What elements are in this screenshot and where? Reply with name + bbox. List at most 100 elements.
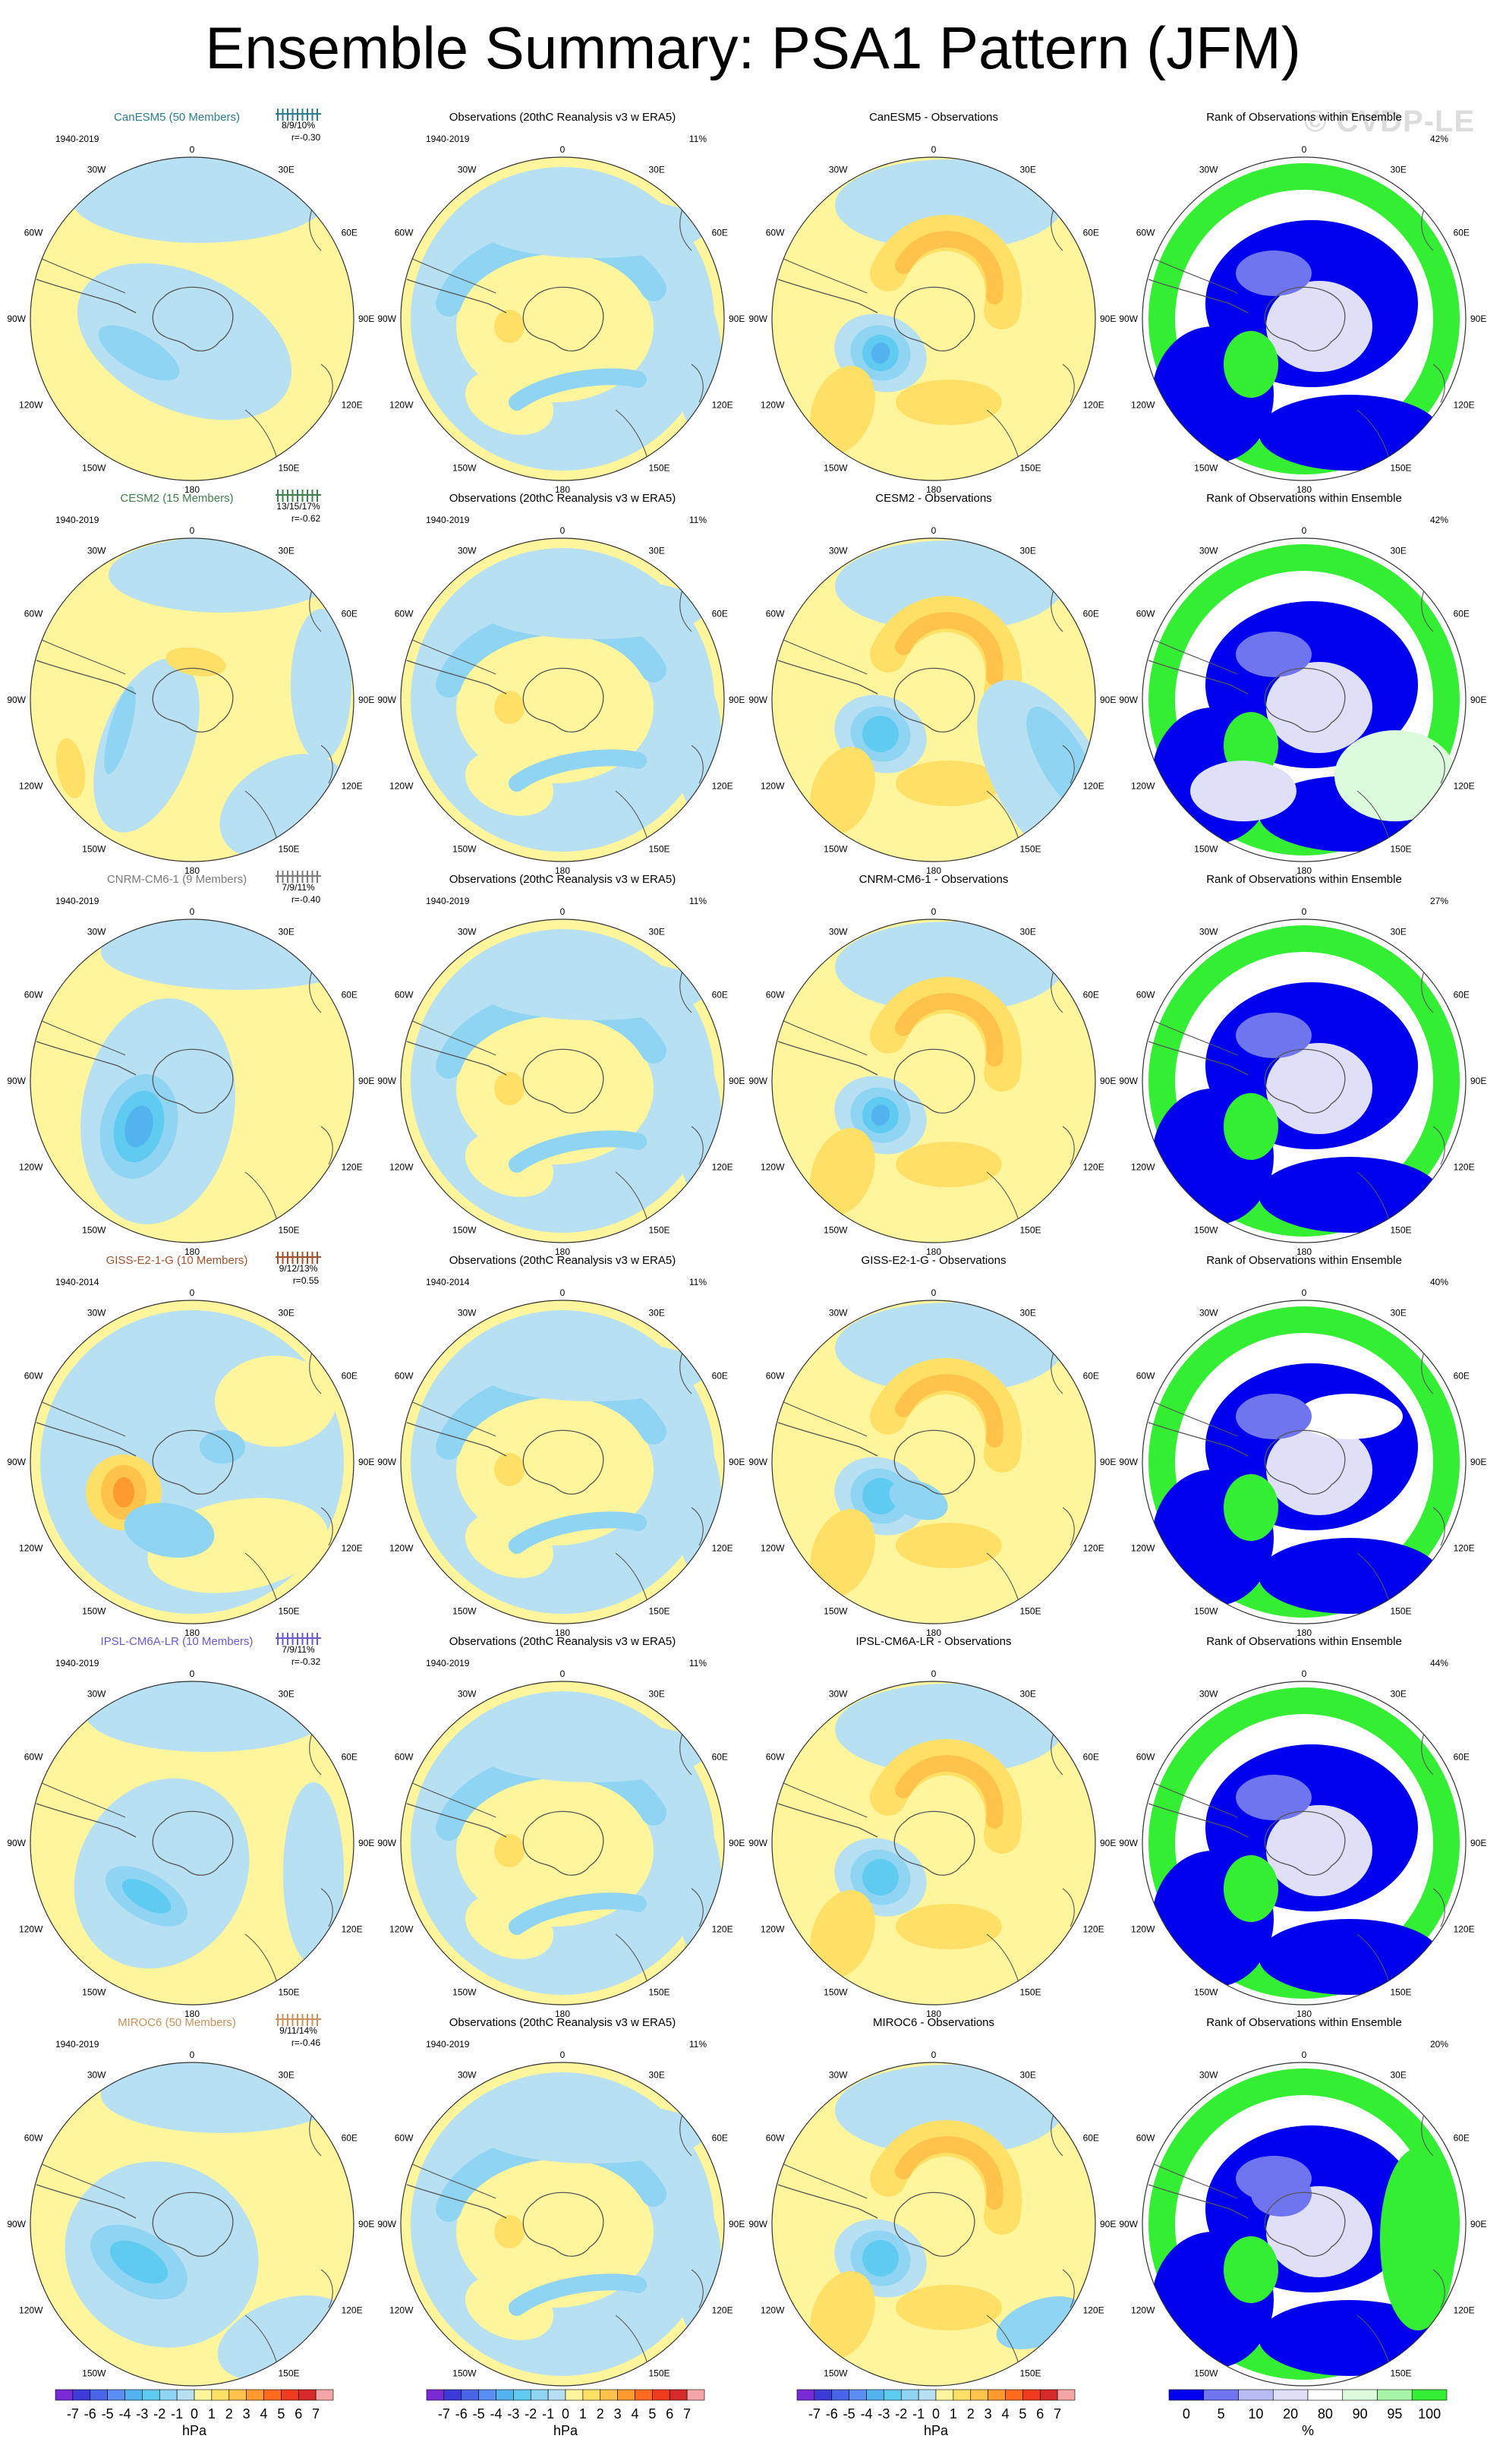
longitude-label: 120W: [761, 1543, 785, 1554]
longitude-label: 120W: [1131, 1162, 1155, 1173]
colorbar-swatch: [1377, 2389, 1413, 2401]
contour-region: [104, 685, 136, 775]
map-field: [30, 1681, 354, 2005]
contour-region: [456, 1013, 654, 1164]
longitude-label: 180: [926, 865, 941, 876]
longitude-label: 120W: [761, 781, 785, 792]
rank-colorbar: 0 5 10 20 80 90 95 100%: [1168, 2389, 1448, 2438]
longitude-label: 120W: [761, 400, 785, 411]
colorbar-tick-label: 3: [614, 2406, 622, 2421]
contour-region: [283, 1782, 344, 1965]
longitude-label: 0: [190, 906, 195, 917]
map-border: [1142, 2062, 1467, 2387]
diff-contour-band: [895, 2136, 1003, 2210]
longitude-label: 30W: [458, 164, 477, 175]
contour-region: [479, 578, 707, 639]
south-america-coastline: [777, 279, 878, 314]
panel-r4-c2: 0 30E 60E 90E 120E 150E 180 150W 120W 90W 60W 30W IP…: [748, 1635, 1116, 2019]
colorbar-swatch: [988, 2389, 1006, 2401]
colorbar-tick-label: -4: [860, 2406, 872, 2421]
member-tick: [297, 1252, 298, 1264]
member-tick: [317, 2014, 318, 2026]
pattern-correlation: r=-0.46: [291, 2037, 321, 2048]
member-tick: [277, 490, 279, 502]
member-tick: [301, 109, 304, 121]
longitude-label: 180: [555, 2009, 570, 2019]
rank-title: Rank of Observations within Ensemble: [1206, 2016, 1402, 2029]
longitude-label: 150E: [1020, 1606, 1041, 1617]
colorbar-swatch: [478, 2389, 496, 2401]
member-tick: [301, 871, 304, 883]
longitude-label: 30W: [87, 1307, 106, 1318]
longitude-label: 150W: [82, 844, 106, 855]
longitude-label: 0: [560, 1668, 566, 1679]
colorbar-tick-label: 80: [1318, 2406, 1333, 2421]
longitude-label: 30W: [1199, 2069, 1218, 2080]
colorbar-tick-label: -6: [455, 2406, 468, 2421]
contour-region: [1266, 1805, 1372, 1896]
watermark: © CVDP-LE: [1304, 105, 1476, 138]
pattern-stats: 9/11/14%: [279, 2025, 317, 2036]
longitude-label: 120W: [1131, 1924, 1155, 1935]
longitude-label: 120E: [1454, 1924, 1475, 1935]
colorbar-tick-label: 95: [1387, 2406, 1402, 2421]
australia-coastline: [1432, 1507, 1445, 1546]
contour-region: [121, 1879, 172, 1914]
map-border: [771, 2062, 1096, 2387]
longitude-label: 60W: [395, 228, 414, 238]
longitude-label: 30E: [1020, 164, 1036, 175]
pattern-correlation: r=-0.40: [291, 894, 321, 905]
colorbar-tick-label: 2: [597, 2406, 604, 2421]
longitude-label: 180: [1296, 2009, 1312, 2019]
contour-region: [1224, 2236, 1278, 2303]
member-tick: [291, 1252, 294, 1264]
coastline: [1152, 257, 1238, 294]
longitude-label: 90W: [377, 1838, 396, 1848]
rank-title: Rank of Observations within Ensemble: [1206, 873, 1402, 886]
longitude-label: 150E: [649, 1987, 670, 1998]
longitude-label: 30E: [1020, 1688, 1036, 1699]
member-tick: [311, 490, 313, 502]
longitude-label: 30W: [1199, 545, 1218, 556]
south-america-coastline: [36, 2184, 137, 2219]
member-tick: [311, 109, 313, 121]
panel-r3-c3: 0 30E 60E 90E 120E 150E 180 150W 120W 90W 60W 30W Ra…: [1119, 1254, 1486, 1638]
map-field: [772, 1300, 1095, 1624]
colorbar-swatch: [831, 2389, 849, 2401]
colorbar-tick-label: 4: [260, 2406, 267, 2421]
coastline: [781, 257, 868, 294]
obs-title: Observations (20thC Reanalysis v3 w ERA5…: [449, 1254, 676, 1267]
longitude-label: 120E: [1083, 2305, 1104, 2316]
coastline: [39, 1401, 126, 1437]
longitude-label: 60W: [24, 1752, 43, 1763]
rank-title: Rank of Observations within Ensemble: [1206, 1254, 1402, 1267]
member-tick: [311, 1252, 313, 1264]
longitude-label: 90E: [1100, 1076, 1116, 1086]
longitude-label: 120W: [389, 2305, 414, 2316]
longitude-label: 30E: [1391, 1688, 1407, 1699]
longitude-label: 120E: [712, 1162, 733, 1173]
longitude-label: 90E: [1470, 1457, 1486, 1467]
south-america-coastline: [1148, 1422, 1249, 1457]
map-border: [400, 1681, 725, 2006]
explained-variance: 11%: [689, 896, 707, 906]
member-tick: [282, 1633, 284, 1645]
colorbar-swatch: [635, 2389, 653, 2401]
rank-title: Rank of Observations within Ensemble: [1206, 492, 1402, 505]
antarctica-coastline: [522, 2191, 604, 2257]
contour-region: [113, 1477, 134, 1508]
colorbar-swatch: [918, 2389, 937, 2401]
longitude-label: 0: [931, 906, 937, 917]
south-america-coastline: [777, 1041, 878, 1076]
colorbar-swatch: [315, 2389, 334, 2401]
longitude-label: 150W: [82, 1225, 106, 1236]
longitude-label: 60E: [1083, 228, 1099, 238]
contour-region: [1224, 1474, 1278, 1541]
colorbar-swatch: [866, 2389, 884, 2401]
longitude-label: 60W: [24, 228, 43, 238]
colorbar-tick-label: -7: [67, 2406, 79, 2421]
colorbar-swatch: [530, 2389, 549, 2401]
longitude-label: 0: [1302, 1287, 1307, 1298]
contour-region: [215, 1356, 336, 1447]
